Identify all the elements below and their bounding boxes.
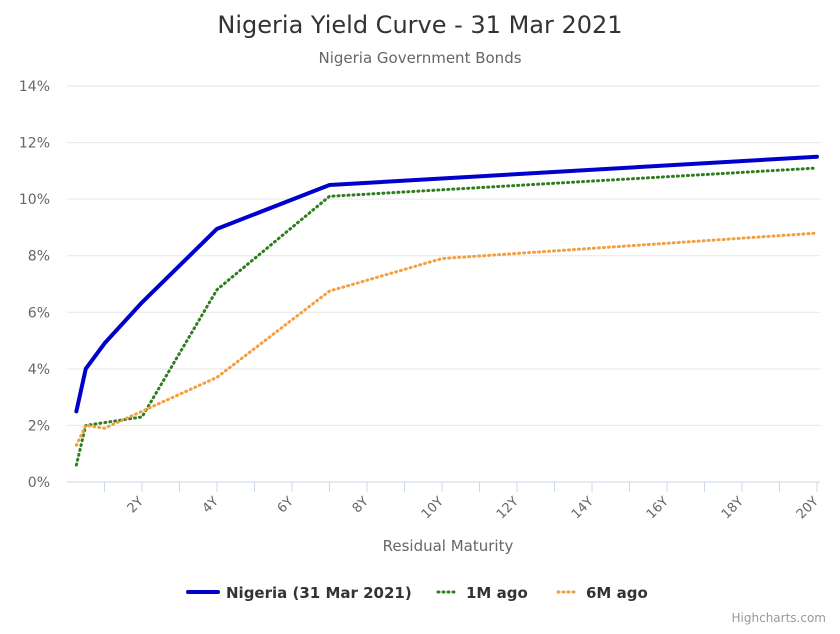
x-tick-label: 18Y bbox=[719, 494, 747, 522]
legend-label: 6M ago bbox=[586, 584, 648, 602]
chart-subtitle: Nigeria Government Bonds bbox=[318, 49, 521, 67]
y-tick-label: 4% bbox=[28, 362, 50, 378]
y-tick-label: 2% bbox=[28, 418, 50, 434]
x-tick-label: 14Y bbox=[569, 494, 597, 522]
x-axis-title: Residual Maturity bbox=[383, 537, 514, 555]
credits-link[interactable]: Highcharts.com bbox=[732, 611, 826, 625]
legend-item[interactable]: 6M ago bbox=[556, 584, 648, 602]
y-tick-label: 12% bbox=[19, 136, 50, 152]
legend-item[interactable]: Nigeria (31 Mar 2021) bbox=[186, 584, 412, 602]
y-tick-label: 8% bbox=[28, 249, 50, 265]
legend-item[interactable]: 1M ago bbox=[436, 584, 528, 602]
legend-label: Nigeria (31 Mar 2021) bbox=[226, 584, 412, 602]
y-tick-label: 10% bbox=[19, 192, 50, 208]
x-tick-label: 12Y bbox=[494, 494, 522, 522]
chart-title: Nigeria Yield Curve - 31 Mar 2021 bbox=[217, 11, 622, 39]
y-tick-label: 14% bbox=[19, 79, 50, 95]
y-tick-label: 0% bbox=[28, 475, 50, 491]
x-tick-label: 4Y bbox=[200, 494, 222, 516]
y-tick-label: 6% bbox=[28, 305, 50, 321]
x-tick-label: 8Y bbox=[350, 494, 372, 516]
x-tick-label: 6Y bbox=[275, 494, 297, 516]
x-tick-label: 10Y bbox=[419, 494, 447, 522]
x-tick-label: 20Y bbox=[794, 494, 822, 522]
series-line-3 bbox=[74, 231, 819, 447]
series-line-2 bbox=[74, 166, 819, 467]
legend-label: 1M ago bbox=[466, 584, 528, 602]
x-tick-label: 16Y bbox=[644, 494, 672, 522]
series-line-1 bbox=[74, 154, 819, 414]
x-tick-label: 2Y bbox=[125, 494, 147, 516]
